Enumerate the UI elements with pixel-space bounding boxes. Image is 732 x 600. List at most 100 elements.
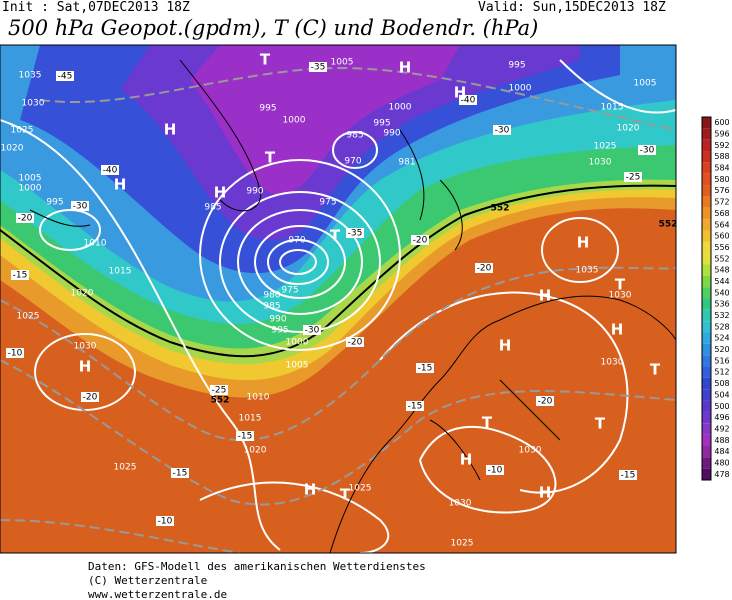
isobar-label: 985 [263, 302, 280, 312]
pressure-center: H [164, 121, 177, 139]
scale-label: 548 [714, 266, 729, 275]
temperature-label: -10 [8, 349, 23, 359]
temperature-label: -15 [238, 432, 253, 442]
temperature-label: -20 [538, 397, 553, 407]
scale-label: 524 [714, 334, 729, 343]
pressure-center: T [265, 149, 276, 167]
isobar-label: 1020 [71, 289, 94, 299]
temp-label-box [624, 172, 642, 182]
scale-swatch [702, 162, 711, 174]
temp-label-box [619, 470, 637, 480]
scale-swatch [702, 230, 711, 242]
scale-label: 576 [714, 186, 729, 195]
scale-label: 556 [714, 243, 729, 252]
scale-swatch [702, 298, 711, 310]
temp-label-box [71, 201, 89, 211]
scale-label: 488 [714, 436, 729, 445]
isobar-label: 1000 [389, 103, 412, 113]
temperature-label: -30 [640, 146, 655, 156]
pressure-center: H [611, 321, 624, 339]
temp-label-box [406, 401, 424, 411]
temp-label-box [459, 95, 477, 105]
scale-swatch [702, 275, 711, 288]
scale-swatch [702, 139, 711, 152]
temp-label-box [411, 235, 429, 245]
scale-label: 596 [714, 130, 729, 139]
pressure-center: T [595, 415, 606, 433]
scale-label: 492 [714, 424, 729, 433]
temp-label-box [309, 62, 327, 72]
scale-swatch [702, 309, 711, 322]
scale-swatch [702, 355, 711, 367]
isobar-label: 1030 [22, 99, 45, 109]
scale-label: 504 [714, 390, 729, 399]
isobar-label: 975 [281, 286, 298, 296]
isobar-label: 1030 [74, 342, 97, 352]
temperature-label: -15 [418, 364, 433, 374]
temperature-label: -15 [173, 469, 188, 479]
scale-swatch [702, 332, 711, 344]
temp-label-box [56, 71, 74, 81]
temp-label-box [101, 165, 119, 175]
pressure-center: T [260, 51, 271, 69]
temp-label-box [210, 385, 228, 395]
isobar-label: 970 [288, 236, 305, 246]
scale-label: 560 [714, 232, 729, 241]
scale-swatch [702, 264, 711, 276]
temperature-label: -10 [488, 466, 503, 476]
temp-label-box [81, 392, 99, 402]
scale-swatch [702, 389, 711, 401]
isobar-label: 990 [269, 315, 286, 325]
isobar-label: 985 [204, 203, 221, 213]
scale-swatch [702, 400, 711, 412]
isobar-label: 1025 [451, 539, 474, 549]
scale-swatch [702, 117, 711, 129]
isobar-label: 1020 [1, 144, 24, 154]
scale-label: 478 [714, 470, 729, 479]
scale-label: 568 [714, 209, 729, 218]
temp-label-box [171, 468, 189, 478]
pressure-center: H [539, 484, 552, 502]
isobar-label: 1015 [239, 414, 262, 424]
scale-swatch [702, 445, 711, 458]
pressure-center: H [304, 481, 317, 499]
isobar-label: 1035 [19, 71, 42, 81]
temp-label-box [346, 337, 364, 347]
isobar-label: 1005 [634, 79, 657, 89]
isobar-label: 1010 [84, 239, 107, 249]
scale-swatch [702, 196, 711, 208]
isobar-label: 1020 [244, 446, 267, 456]
isobar-label: 995 [46, 198, 63, 208]
scale-swatch [702, 219, 711, 231]
temperature-label: -30 [495, 126, 510, 136]
scale-swatch [702, 185, 711, 197]
temp-label-box [536, 396, 554, 406]
pressure-center: T [615, 276, 626, 294]
color-scale: 600 596 592 588 584 580 576 572 568 564 560 556 552 5… [701, 116, 730, 481]
scale-label: 480 [714, 458, 729, 467]
scale-frame [701, 116, 712, 481]
temperature-label: -45 [58, 72, 73, 82]
temperature-label: -35 [348, 229, 363, 239]
isobar-label: 981 [398, 158, 415, 168]
temperature-label: -25 [212, 386, 227, 396]
pressure-center: H [539, 287, 552, 305]
temp-label-box [156, 516, 174, 526]
scale-label: 532 [714, 311, 729, 320]
scale-swatch [702, 128, 711, 140]
scale-swatch [702, 411, 711, 424]
map-area [0, 45, 676, 553]
temp-label-box [416, 363, 434, 373]
isobar-label: 1030 [519, 446, 542, 456]
isobar-label: 1000 [19, 184, 42, 194]
isobar-label: 995 [373, 119, 390, 129]
scale-label: 540 [714, 288, 729, 297]
temperature-label: -25 [626, 173, 641, 183]
pressure-center: H [214, 184, 227, 202]
temp-label-box [11, 270, 29, 280]
website: www.wetterzentrale.de [88, 588, 228, 600]
scale-label: 588 [714, 152, 729, 161]
pressure-center: H [399, 59, 412, 77]
scale-label: 520 [714, 345, 729, 354]
